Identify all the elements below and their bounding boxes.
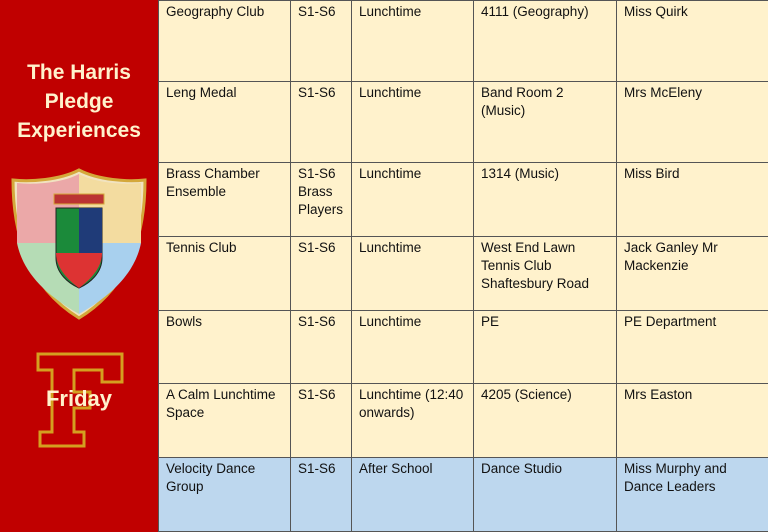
cell-year: S1-S6 — [291, 458, 352, 532]
page-title: The Harris Pledge Experiences — [0, 58, 158, 145]
cell-activity: Brass Chamber Ensemble — [159, 163, 291, 237]
cell-activity: Leng Medal — [159, 82, 291, 163]
day-label: Friday — [0, 386, 158, 412]
cell-year: S1-S6 — [291, 82, 352, 163]
cell-activity: Tennis Club — [159, 237, 291, 311]
title-line: The Harris — [0, 58, 158, 87]
cell-year: S1-S6 Brass Players — [291, 163, 352, 237]
cell-time: Lunchtime — [352, 82, 474, 163]
cell-activity: Velocity Dance Group — [159, 458, 291, 532]
cell-year: S1-S6 — [291, 1, 352, 82]
title-line: Pledge — [0, 87, 158, 116]
sidebar: The Harris Pledge Experiences Friday — [0, 0, 158, 531]
cell-time: Lunchtime (12:40 onwards) — [352, 384, 474, 458]
cell-time: Lunchtime — [352, 237, 474, 311]
cell-location: West End Lawn Tennis Club Shaftesbury Ro… — [474, 237, 617, 311]
cell-time: After School — [352, 458, 474, 532]
cell-staff: Miss Bird — [617, 163, 768, 237]
school-crest-logo — [10, 168, 148, 320]
cell-staff: PE Department — [617, 311, 768, 384]
cell-location: Band Room 2 (Music) — [474, 82, 617, 163]
title-line: Experiences — [0, 116, 158, 145]
cell-activity: A Calm Lunchtime Space — [159, 384, 291, 458]
cell-staff: Miss Quirk — [617, 1, 768, 82]
cell-staff: Mrs McEleny — [617, 82, 768, 163]
cell-staff: Jack Ganley Mr Mackenzie — [617, 237, 768, 311]
cell-staff: Mrs Easton — [617, 384, 768, 458]
cell-year: S1-S6 — [291, 311, 352, 384]
cell-location: 4111 (Geography) — [474, 1, 617, 82]
cell-year: S1-S6 — [291, 384, 352, 458]
cell-time: Lunchtime — [352, 1, 474, 82]
cell-location: 4205 (Science) — [474, 384, 617, 458]
cell-activity: Geography Club — [159, 1, 291, 82]
cell-time: Lunchtime — [352, 163, 474, 237]
cell-location: Dance Studio — [474, 458, 617, 532]
cell-year: S1-S6 — [291, 237, 352, 311]
cell-staff: Miss Murphy and Dance Leaders — [617, 458, 768, 532]
cell-time: Lunchtime — [352, 311, 474, 384]
cell-location: PE — [474, 311, 617, 384]
cell-location: 1314 (Music) — [474, 163, 617, 237]
cell-activity: Bowls — [159, 311, 291, 384]
